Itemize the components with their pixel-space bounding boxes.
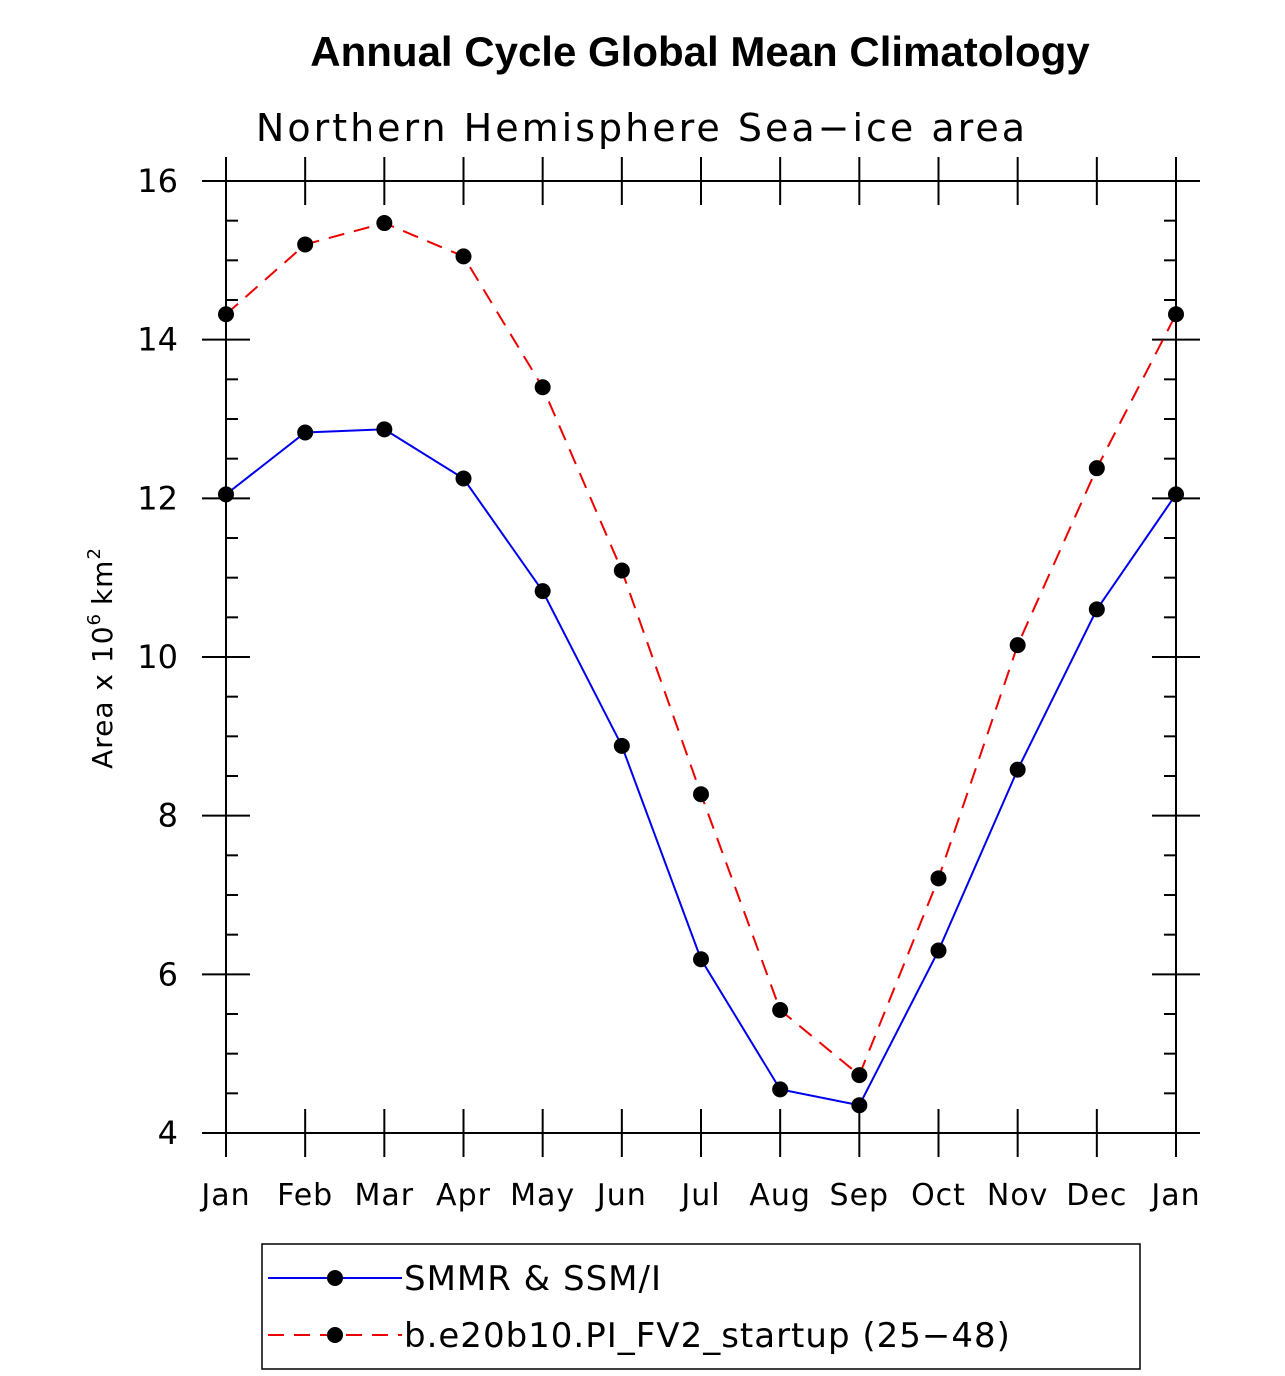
x-tick-label: Jul (679, 1178, 720, 1213)
x-tick-label: Feb (277, 1178, 333, 1213)
x-tick-label: Jun (595, 1178, 647, 1213)
series-line (225, 221, 1177, 1077)
data-point (930, 870, 947, 887)
data-point (693, 786, 709, 803)
data-point (1168, 306, 1184, 323)
x-tick-label: Jan (1149, 1178, 1200, 1213)
data-point (613, 737, 630, 754)
data-point (772, 1002, 789, 1019)
data-point (218, 306, 234, 323)
series-line (225, 428, 1177, 1107)
data-point (772, 1081, 789, 1098)
chart-subtitle: Northern Hemisphere Sea−ice area (256, 106, 1028, 150)
data-point (297, 236, 314, 253)
legend-entry: SMMR & SSM/I (404, 1259, 662, 1299)
y-axis-label-unit: km (86, 560, 119, 606)
x-tick-label: Mar (355, 1178, 415, 1213)
x-tick-label: Dec (1066, 1178, 1127, 1213)
y-axis-label: Area x 106 km2 (84, 547, 119, 769)
series-1 (218, 421, 1184, 1114)
y-axis-label-exponent: 6 (84, 613, 105, 625)
x-tick-label: May (510, 1178, 575, 1213)
data-point (613, 562, 630, 579)
y-tick-label: 10 (137, 638, 178, 676)
x-tick-label: Oct (911, 1178, 966, 1213)
data-point (297, 424, 314, 441)
data-point (534, 583, 551, 600)
y-axis-label-base: Area x 10 (86, 625, 119, 768)
data-point (1009, 637, 1026, 654)
data-point (1088, 460, 1105, 477)
x-tick-label: Sep (830, 1178, 890, 1213)
legend-marker (327, 1327, 343, 1343)
x-tick-label: Aug (749, 1178, 811, 1213)
data-point (455, 470, 472, 487)
data-point (693, 951, 709, 968)
y-tick-label: 4 (158, 1114, 178, 1152)
legend: SMMR & SSM/I b.e20b10.PI_FV2_startup (25−… (261, 1243, 1141, 1370)
series-2 (218, 215, 1184, 1084)
data-point (930, 942, 947, 959)
plot-area (225, 180, 1177, 1134)
data-point (1088, 601, 1105, 618)
x-tick-label: Jan (199, 1178, 250, 1213)
x-tick-label: Apr (436, 1178, 491, 1213)
y-axis-label-unit-exponent: 2 (84, 547, 105, 559)
data-point (376, 215, 393, 232)
y-tick-label: 8 (158, 797, 178, 835)
axes: 4 6 8 10 12 14 16 Jan Feb Mar Apr May Jun Jul Aug Sep Oc… (137, 157, 1200, 1213)
data-point (534, 379, 551, 396)
plot-frame (225, 180, 1177, 1134)
data-point (851, 1067, 868, 1084)
data-point (376, 421, 393, 438)
data-point (218, 486, 234, 503)
y-tick-label: 12 (137, 479, 178, 517)
legend-box (261, 1243, 1141, 1370)
data-point (851, 1097, 868, 1114)
data-point (1009, 761, 1026, 778)
y-tick-label: 14 (137, 321, 178, 359)
chart-title: Annual Cycle Global Mean Climatology (310, 28, 1090, 75)
y-tick-label: 6 (158, 955, 178, 993)
legend-marker (327, 1270, 343, 1286)
data-point (1168, 486, 1184, 503)
series-layer (218, 215, 1184, 1114)
legend-entry: b.e20b10.PI_FV2_startup (25−48) (404, 1316, 1011, 1356)
data-point (455, 248, 472, 265)
y-tick-label: 16 (137, 162, 178, 200)
x-tick-label: Nov (987, 1178, 1049, 1213)
